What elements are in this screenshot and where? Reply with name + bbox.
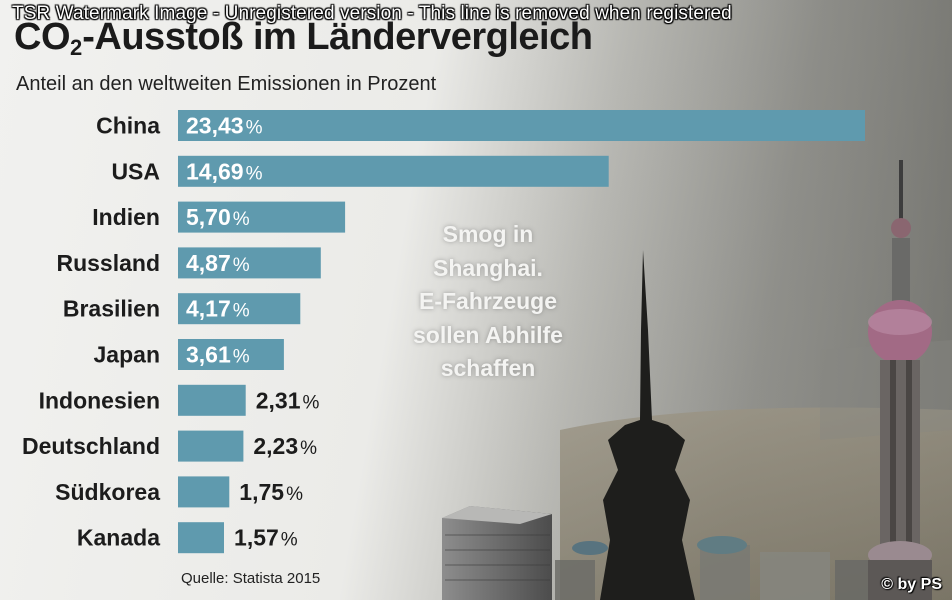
value-label: 14,69% — [186, 158, 263, 184]
skyscraper — [442, 506, 552, 600]
watermark-text: TSR Watermark Image - Unregistered versi… — [12, 3, 732, 24]
category-label: Indien — [92, 204, 160, 230]
value-label: 1,75% — [239, 479, 303, 505]
category-label: Japan — [94, 342, 160, 368]
bar-japan — [178, 339, 284, 370]
caption-line: schaffen — [440, 355, 536, 381]
caption-line: E-Fahrzeuge — [418, 288, 558, 314]
bar-deutschland — [178, 430, 244, 462]
category-label: Deutschland — [22, 433, 160, 459]
chart-title: CO2-Ausstoß im Ländervergleich — [14, 16, 593, 61]
jin-mao-tower — [600, 250, 695, 600]
bar-südkorea — [178, 476, 230, 508]
bar-usa — [178, 155, 609, 187]
photo-credit: © by PS — [881, 576, 942, 593]
title-suffix: -Ausstoß im Ländervergleich — [82, 16, 593, 58]
category-label: Kanada — [77, 525, 160, 551]
category-label: China — [96, 113, 160, 139]
value-label: 4,87% — [186, 250, 250, 276]
category-label: Südkorea — [55, 479, 160, 505]
oriental-pearl-tower — [868, 160, 932, 600]
value-label: 4,17% — [186, 296, 250, 322]
bar-russland — [178, 247, 321, 279]
bar-indien — [178, 201, 346, 233]
caption-line: Shanghai. — [433, 254, 543, 281]
value-label: 1,57% — [234, 525, 298, 551]
bar-indonesien — [178, 384, 246, 416]
category-label: Brasilien — [63, 296, 160, 322]
value-label: 23,43% — [186, 113, 263, 139]
bar-kanada — [178, 522, 224, 554]
bar-china — [178, 110, 865, 141]
value-label: 2,31% — [256, 387, 320, 413]
chart-subtitle: Anteil an den weltweiten Emissionen in P… — [16, 73, 437, 95]
value-label: 5,70% — [186, 204, 250, 230]
photo-caption: Smog in Shanghai. E-Fahrzeuge sollen Abh… — [393, 218, 583, 386]
category-label: Indonesien — [39, 387, 160, 413]
title-subscript: 2 — [70, 35, 83, 60]
value-label: 2,23% — [253, 433, 317, 459]
caption-line: sollen Abhilfe — [413, 321, 563, 348]
title-prefix: CO — [14, 16, 71, 58]
category-label: Russland — [56, 250, 160, 276]
source-note: Quelle: Statista 2015 — [181, 570, 321, 587]
bar-brasilien — [178, 293, 301, 325]
value-label: 3,61% — [186, 342, 250, 368]
caption-line: Smog in — [442, 221, 534, 247]
category-label: USA — [111, 158, 160, 184]
